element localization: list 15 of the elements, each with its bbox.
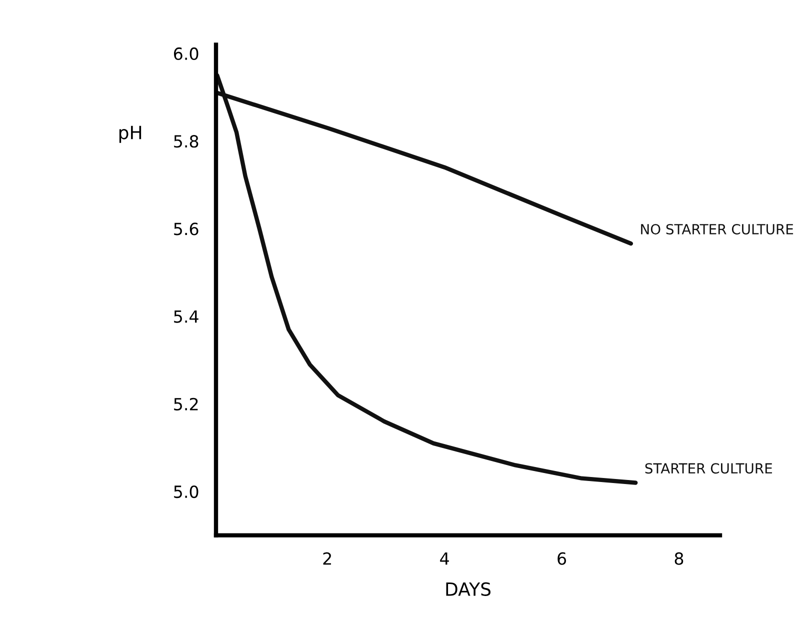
x-tick-label: 4 xyxy=(440,552,449,565)
x-tick-label: 8 xyxy=(674,552,684,565)
x-axis-title: DAYS xyxy=(446,582,491,596)
series-label: NO STARTER CULTURE xyxy=(641,224,794,234)
y-tick-label: 6.0 xyxy=(174,47,198,60)
y-tick-label: 5.8 xyxy=(174,135,198,148)
y-tick-label: 5.4 xyxy=(174,310,198,323)
y-tick-label: 5.2 xyxy=(174,398,198,410)
x-tick-label: 6 xyxy=(558,552,566,565)
y-tick-label: 5.0 xyxy=(174,485,198,498)
y-axis-title: pH xyxy=(119,126,142,143)
line-series xyxy=(216,73,638,485)
series-label: STARTER CULTURE xyxy=(645,463,772,474)
y-tick-label: 5.6 xyxy=(174,222,198,236)
x-tick-label: 2 xyxy=(323,552,331,565)
